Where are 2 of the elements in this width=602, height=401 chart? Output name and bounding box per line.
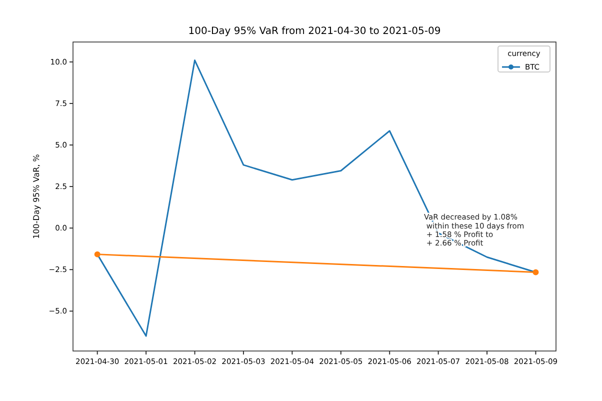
chart-title: 100-Day 95% VaR from 2021-04-30 to 2021-05-09 xyxy=(188,26,441,37)
y-axis-title: 100-Day 95% VaR, % xyxy=(32,154,41,239)
